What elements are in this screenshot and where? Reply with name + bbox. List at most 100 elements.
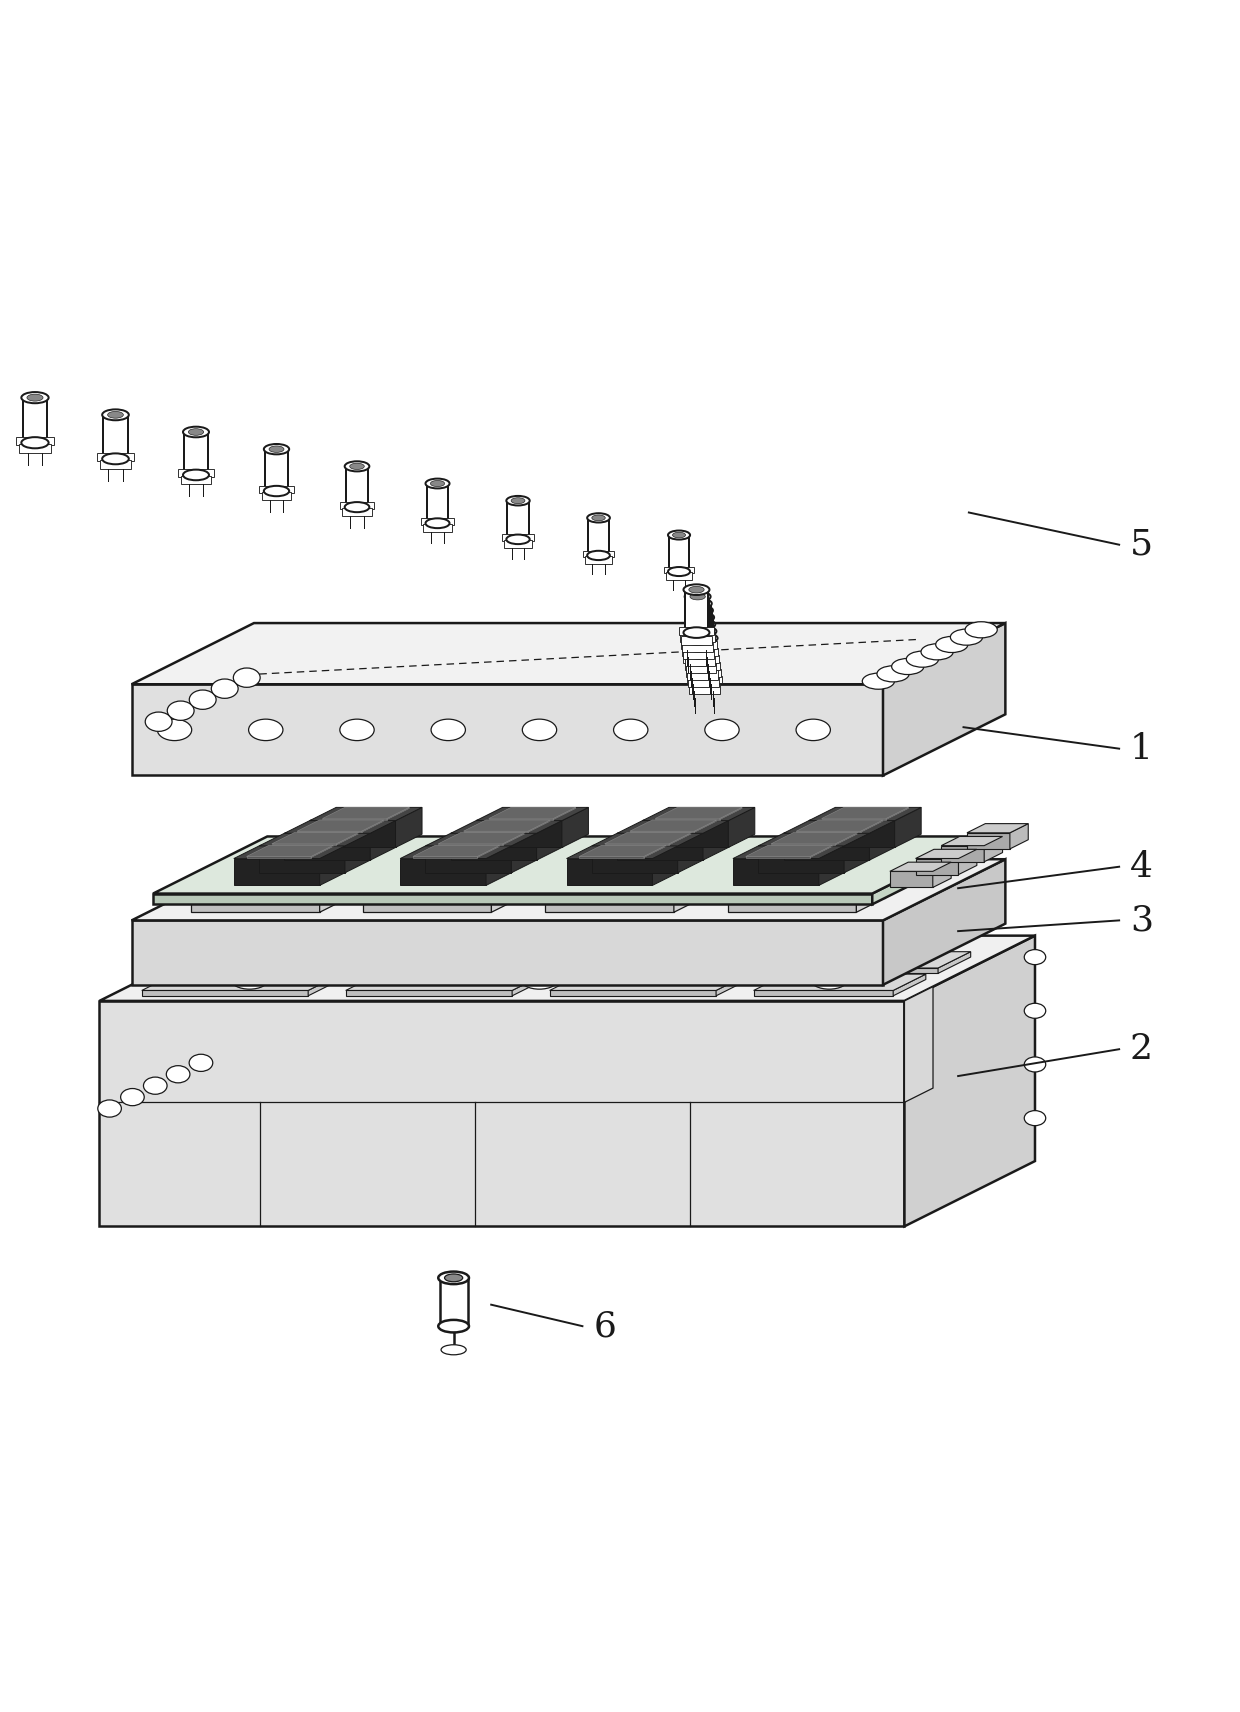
Ellipse shape (441, 1344, 466, 1354)
Bar (686, 669, 722, 676)
Polygon shape (131, 921, 883, 984)
Bar (687, 676, 722, 683)
Polygon shape (451, 820, 563, 834)
Polygon shape (967, 823, 1028, 832)
Ellipse shape (21, 392, 48, 404)
Bar (670, 536, 689, 572)
Bar (99, 461, 131, 469)
Polygon shape (99, 936, 1035, 1002)
Polygon shape (605, 832, 692, 844)
Bar (692, 632, 715, 675)
Ellipse shape (1024, 1111, 1045, 1126)
Polygon shape (782, 841, 934, 853)
Polygon shape (322, 808, 409, 818)
Polygon shape (745, 846, 832, 856)
Polygon shape (284, 834, 371, 859)
Ellipse shape (965, 621, 997, 639)
Bar (340, 502, 373, 508)
Ellipse shape (27, 394, 43, 401)
Ellipse shape (144, 1077, 167, 1094)
Polygon shape (618, 820, 729, 834)
Ellipse shape (145, 712, 172, 731)
Polygon shape (346, 991, 512, 996)
Polygon shape (345, 832, 372, 873)
Polygon shape (784, 820, 895, 834)
Ellipse shape (668, 531, 691, 539)
Polygon shape (600, 841, 751, 853)
Polygon shape (391, 866, 520, 899)
Ellipse shape (698, 842, 718, 853)
Bar (342, 508, 372, 515)
Ellipse shape (691, 669, 717, 680)
Polygon shape (246, 841, 397, 853)
Polygon shape (391, 854, 542, 866)
Ellipse shape (668, 567, 691, 575)
Polygon shape (967, 832, 1009, 849)
Text: 3: 3 (1130, 904, 1153, 938)
Ellipse shape (102, 409, 129, 419)
Ellipse shape (275, 947, 314, 967)
Ellipse shape (693, 615, 709, 621)
Polygon shape (511, 832, 538, 873)
Polygon shape (131, 623, 1006, 685)
Ellipse shape (689, 620, 715, 630)
Ellipse shape (691, 627, 717, 637)
Polygon shape (320, 846, 346, 885)
Ellipse shape (184, 469, 210, 481)
Polygon shape (890, 863, 951, 871)
Polygon shape (362, 820, 384, 832)
Bar (689, 685, 720, 693)
Polygon shape (336, 832, 358, 846)
Polygon shape (191, 868, 342, 880)
Polygon shape (272, 832, 358, 844)
Bar (666, 572, 692, 580)
Ellipse shape (289, 870, 309, 880)
Bar (346, 466, 368, 507)
Ellipse shape (684, 591, 711, 603)
Polygon shape (591, 846, 678, 873)
Polygon shape (915, 849, 977, 858)
Polygon shape (754, 974, 926, 991)
Ellipse shape (1024, 1003, 1045, 1019)
Polygon shape (477, 846, 500, 858)
Polygon shape (719, 808, 742, 820)
Polygon shape (425, 846, 511, 873)
Ellipse shape (687, 604, 713, 616)
Ellipse shape (445, 1274, 463, 1282)
Text: 5: 5 (1130, 527, 1153, 562)
Polygon shape (476, 808, 589, 820)
Bar (502, 534, 534, 541)
Polygon shape (872, 837, 987, 904)
Ellipse shape (692, 608, 708, 615)
Polygon shape (553, 808, 575, 820)
Ellipse shape (425, 519, 450, 527)
Ellipse shape (506, 534, 529, 544)
Bar (691, 625, 714, 668)
Ellipse shape (672, 532, 686, 538)
Polygon shape (808, 820, 895, 847)
Bar (686, 596, 709, 640)
Bar (259, 486, 294, 493)
Ellipse shape (345, 461, 370, 471)
Ellipse shape (862, 673, 894, 690)
Bar (427, 483, 449, 524)
Polygon shape (247, 846, 334, 856)
Bar (687, 604, 711, 647)
Polygon shape (374, 841, 397, 885)
Bar (185, 431, 208, 474)
Polygon shape (131, 685, 883, 776)
Ellipse shape (350, 464, 365, 469)
Ellipse shape (521, 969, 558, 990)
Polygon shape (904, 936, 1035, 1226)
Polygon shape (99, 1002, 904, 1226)
Polygon shape (574, 854, 725, 866)
Bar (683, 656, 719, 663)
Ellipse shape (461, 870, 480, 880)
Polygon shape (756, 866, 885, 899)
Ellipse shape (233, 668, 260, 687)
Ellipse shape (688, 586, 704, 592)
Polygon shape (728, 880, 857, 912)
Ellipse shape (644, 870, 662, 880)
Bar (262, 491, 291, 500)
Ellipse shape (511, 498, 525, 503)
